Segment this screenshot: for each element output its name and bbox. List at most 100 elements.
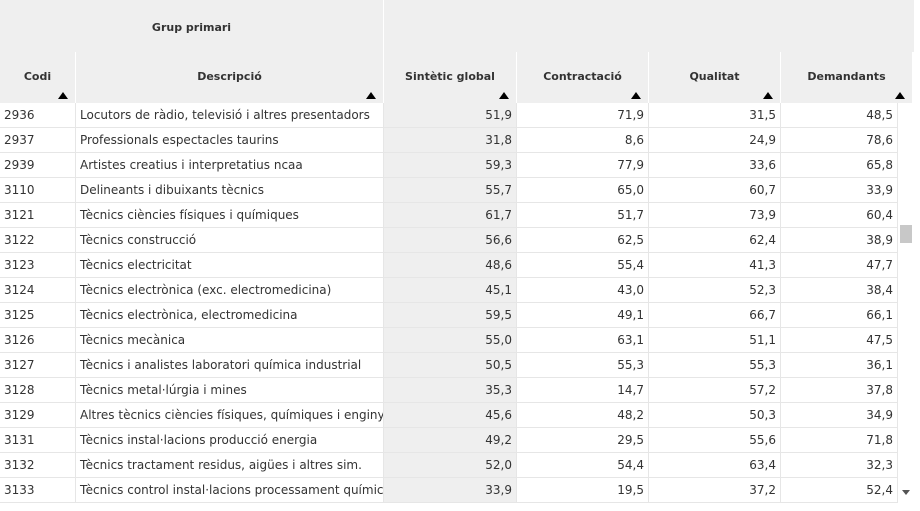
sort-arrow[interactable] (366, 92, 376, 99)
code-cell: 3127 (0, 353, 76, 378)
value-cell: 49,1 (517, 303, 649, 328)
value-cell: 55,3 (517, 353, 649, 378)
sort-arrow[interactable] (58, 92, 68, 99)
value-cell: 32,3 (781, 453, 898, 478)
description-cell: Altres tècnics ciències físiques, químiq… (76, 403, 384, 428)
scrollbar[interactable] (898, 103, 913, 503)
value-cell: 48,5 (781, 103, 898, 128)
value-cell: 14,7 (517, 378, 649, 403)
value-cell: 55,7 (384, 178, 517, 203)
sort-arrow[interactable] (895, 92, 905, 99)
code-cell: 3133 (0, 478, 76, 503)
value-cell: 48,2 (517, 403, 649, 428)
value-cell: 63,1 (517, 328, 649, 353)
code-cell: 3124 (0, 278, 76, 303)
value-cell: 45,6 (384, 403, 517, 428)
value-cell: 63,4 (649, 453, 781, 478)
value-cell: 62,4 (649, 228, 781, 253)
description-cell: Tècnics ciències físiques i químiques (76, 203, 384, 228)
group-header-empty (384, 0, 915, 52)
value-cell: 48,6 (384, 253, 517, 278)
value-cell: 52,3 (649, 278, 781, 303)
value-cell: 47,7 (781, 253, 898, 278)
value-cell: 57,2 (649, 378, 781, 403)
value-cell: 55,4 (517, 253, 649, 278)
column-header[interactable]: Contractació (517, 52, 649, 103)
column-header[interactable]: Codi (0, 52, 76, 103)
description-cell: Tècnics instal·lacions producció energia (76, 428, 384, 453)
code-cell: 3128 (0, 378, 76, 403)
scrollbar-thumb[interactable] (900, 225, 912, 243)
group-header: Grup primari (0, 0, 384, 52)
value-cell: 49,2 (384, 428, 517, 453)
value-cell: 73,9 (649, 203, 781, 228)
value-cell: 62,5 (517, 228, 649, 253)
value-cell: 65,0 (517, 178, 649, 203)
column-header[interactable]: Demandants (781, 52, 913, 103)
code-cell: 2937 (0, 128, 76, 153)
code-cell: 3129 (0, 403, 76, 428)
value-cell: 29,5 (517, 428, 649, 453)
description-cell: Artistes creatius i interpretatius ncaa (76, 153, 384, 178)
value-cell: 43,0 (517, 278, 649, 303)
value-cell: 59,3 (384, 153, 517, 178)
value-cell: 71,9 (517, 103, 649, 128)
value-cell: 61,7 (384, 203, 517, 228)
sort-arrow[interactable] (631, 92, 641, 99)
description-cell: Tècnics control instal·lacions processam… (76, 478, 384, 503)
value-cell: 54,4 (517, 453, 649, 478)
value-cell: 51,1 (649, 328, 781, 353)
value-cell: 60,7 (649, 178, 781, 203)
description-cell: Tècnics electrònica (exc. electromedicin… (76, 278, 384, 303)
code-cell: 3121 (0, 203, 76, 228)
value-cell: 51,9 (384, 103, 517, 128)
code-cell: 3126 (0, 328, 76, 353)
value-cell: 50,3 (649, 403, 781, 428)
description-cell: Tècnics tractament residus, aigües i alt… (76, 453, 384, 478)
value-cell: 55,6 (649, 428, 781, 453)
description-cell: Delineants i dibuixants tècnics (76, 178, 384, 203)
value-cell: 52,0 (384, 453, 517, 478)
value-cell: 59,5 (384, 303, 517, 328)
value-cell: 56,6 (384, 228, 517, 253)
value-cell: 33,9 (781, 178, 898, 203)
description-cell: Tècnics mecànica (76, 328, 384, 353)
value-cell: 65,8 (781, 153, 898, 178)
description-cell: Tècnics construcció (76, 228, 384, 253)
column-header[interactable]: Qualitat (649, 52, 781, 103)
value-cell: 31,8 (384, 128, 517, 153)
value-cell: 77,9 (517, 153, 649, 178)
value-cell: 19,5 (517, 478, 649, 503)
description-cell: Tècnics metal·lúrgia i mines (76, 378, 384, 403)
value-cell: 55,3 (649, 353, 781, 378)
value-cell: 31,5 (649, 103, 781, 128)
scroll-down[interactable] (902, 490, 910, 495)
value-cell: 33,9 (384, 478, 517, 503)
code-cell: 2939 (0, 153, 76, 178)
value-cell: 66,1 (781, 303, 898, 328)
code-cell: 3123 (0, 253, 76, 278)
value-cell: 51,7 (517, 203, 649, 228)
description-cell: Professionals espectacles taurins (76, 128, 384, 153)
value-cell: 50,5 (384, 353, 517, 378)
sort-arrow[interactable] (499, 92, 509, 99)
column-header[interactable]: Sintètic global (384, 52, 517, 103)
value-cell: 34,9 (781, 403, 898, 428)
sort-arrow[interactable] (763, 92, 773, 99)
value-cell: 78,6 (781, 128, 898, 153)
value-cell: 41,3 (649, 253, 781, 278)
value-cell: 52,4 (781, 478, 898, 503)
value-cell: 33,6 (649, 153, 781, 178)
column-header[interactable]: Descripció (76, 52, 384, 103)
value-cell: 24,9 (649, 128, 781, 153)
value-cell: 60,4 (781, 203, 898, 228)
code-cell: 3125 (0, 303, 76, 328)
value-cell: 37,2 (649, 478, 781, 503)
description-cell: Locutors de ràdio, televisió i altres pr… (76, 103, 384, 128)
code-cell: 3131 (0, 428, 76, 453)
value-cell: 66,7 (649, 303, 781, 328)
value-cell: 55,0 (384, 328, 517, 353)
value-cell: 35,3 (384, 378, 517, 403)
value-cell: 47,5 (781, 328, 898, 353)
